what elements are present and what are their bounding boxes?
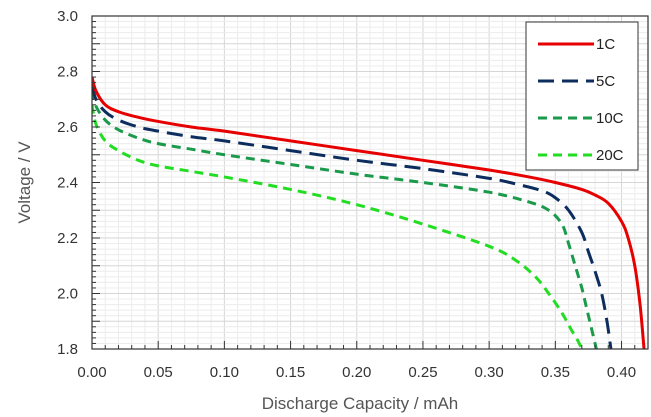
x-tick-label: 0.15 xyxy=(276,364,305,381)
y-tick-label: 2.0 xyxy=(57,286,78,303)
y-tick-label: 3.0 xyxy=(57,8,78,25)
legend-label-5c: 5C xyxy=(596,73,615,90)
x-tick-label: 0.10 xyxy=(210,364,239,381)
x-tick-label: 0.35 xyxy=(541,364,570,381)
y-tick-label: 2.8 xyxy=(57,64,78,81)
x-tick-label: 0.20 xyxy=(342,364,371,381)
x-tick-label: 0.25 xyxy=(408,364,437,381)
y-tick-label: 2.2 xyxy=(57,230,78,247)
y-axis-title: Voltage / V xyxy=(15,141,34,224)
legend-label-1c: 1C xyxy=(596,36,615,53)
y-tick-label: 1.8 xyxy=(57,341,78,358)
legend-label-20c: 20C xyxy=(596,147,624,164)
y-tick-label: 2.4 xyxy=(57,175,78,192)
series-line-1c xyxy=(92,76,646,349)
series-line-5c xyxy=(92,84,613,349)
x-tick-label: 0.05 xyxy=(144,364,173,381)
x-tick-label: 0.40 xyxy=(607,364,636,381)
legend: 1C 5C 10C 20C xyxy=(525,21,639,171)
tick-labels: 0.00 0.05 0.10 0.15 0.20 0.25 0.30 0.35 0.40 1.8 2… xyxy=(57,8,636,381)
ticks xyxy=(91,15,649,350)
x-axis-title: Discharge Capacity / mAh xyxy=(262,394,459,413)
series-line-20c xyxy=(92,104,584,349)
x-tick-label: 0.30 xyxy=(475,364,504,381)
series-lines xyxy=(92,76,646,349)
legend-label-10c: 10C xyxy=(596,110,624,127)
x-tick-label: 0.00 xyxy=(77,364,106,381)
y-tick-label: 2.6 xyxy=(57,119,78,136)
legend-box xyxy=(525,21,639,171)
